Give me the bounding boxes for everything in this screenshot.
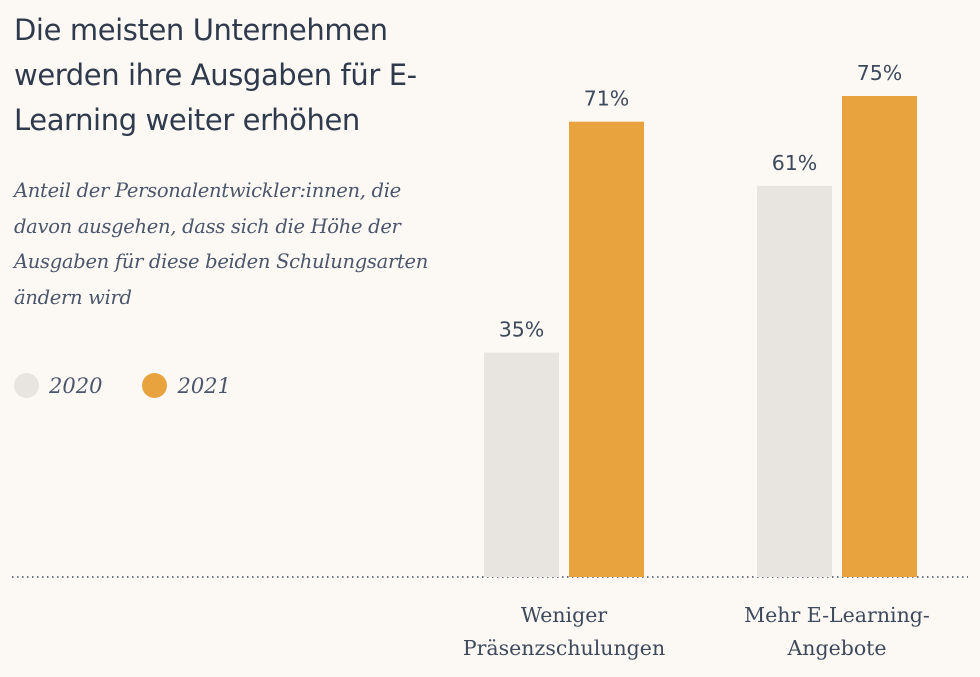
data-label-2020-cat-2: 61% xyxy=(772,151,818,175)
legend-swatch-2021 xyxy=(142,373,168,398)
category-label-1: Weniger Präsenzschulungen xyxy=(463,603,665,660)
bar-2021-cat-1 xyxy=(569,121,644,578)
legend-item-2020: 2020 xyxy=(14,373,102,398)
chart-subtitle: Anteil der Personalentwickler:innen, die… xyxy=(14,179,429,309)
bar-2021-cat-2 xyxy=(842,96,917,577)
legend-label-2021: 2021 xyxy=(177,373,231,398)
data-label-2021-cat-2: 75% xyxy=(857,61,903,85)
legend-label-2020: 2020 xyxy=(49,373,103,398)
legend-swatch-2020 xyxy=(14,373,39,398)
legend-item-2021: 2021 xyxy=(142,373,231,398)
data-label-2020-cat-1: 35% xyxy=(499,318,545,342)
chart-title: Die meisten Unternehmen werden ihre Ausg… xyxy=(14,13,417,137)
bar-2020-cat-1 xyxy=(484,352,559,577)
data-label-2021-cat-1: 71% xyxy=(584,87,630,111)
legend: 2020 2021 xyxy=(14,373,271,398)
bar-2020-cat-2 xyxy=(757,185,832,577)
category-label-2: Mehr E-Learning-Angebote xyxy=(744,603,930,660)
